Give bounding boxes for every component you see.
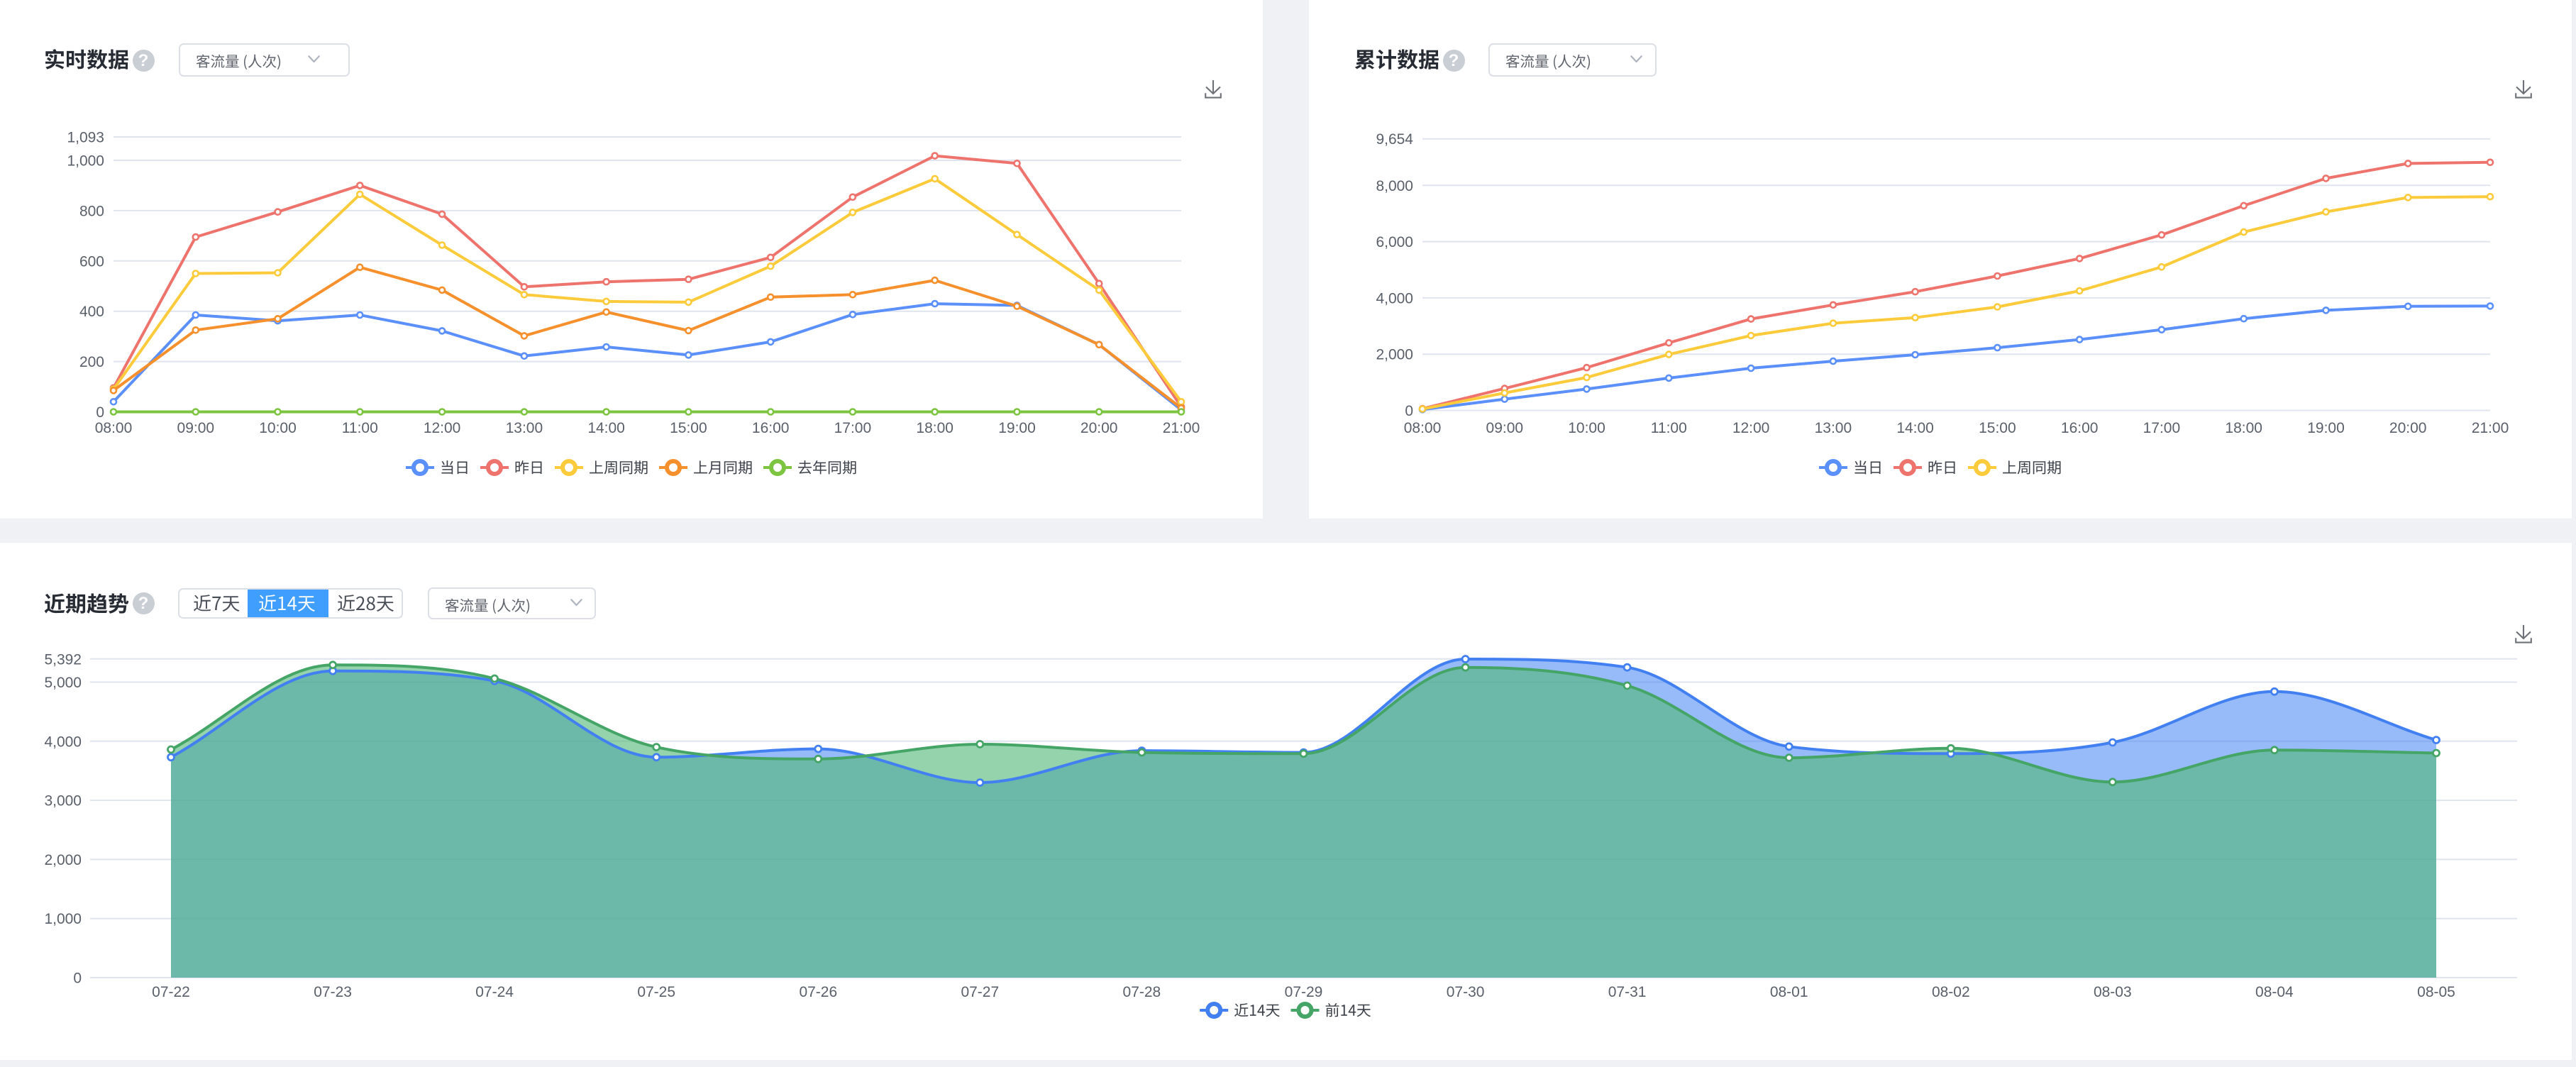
svg-text:600: 600 xyxy=(79,253,104,270)
svg-text:08-05: 08-05 xyxy=(2417,984,2455,1000)
svg-text:1,093: 1,093 xyxy=(67,130,104,146)
svg-text:16:00: 16:00 xyxy=(2061,420,2099,436)
svg-text:07-30: 07-30 xyxy=(1447,984,1485,1000)
svg-text:07-22: 07-22 xyxy=(152,984,190,1000)
svg-text:5,392: 5,392 xyxy=(44,651,82,668)
svg-text:19:00: 19:00 xyxy=(2307,420,2345,436)
svg-text:11:00: 11:00 xyxy=(342,420,378,436)
svg-text:400: 400 xyxy=(79,304,104,320)
svg-text:21:00: 21:00 xyxy=(2472,420,2509,436)
svg-text:2,000: 2,000 xyxy=(1376,347,1413,363)
svg-text:12:00: 12:00 xyxy=(424,420,461,436)
svg-text:18:00: 18:00 xyxy=(916,420,953,436)
svg-text:07-29: 07-29 xyxy=(1285,984,1323,1000)
svg-text:15:00: 15:00 xyxy=(1979,420,2016,436)
svg-text:17:00: 17:00 xyxy=(834,420,872,436)
svg-text:4,000: 4,000 xyxy=(1376,290,1413,306)
svg-text:16:00: 16:00 xyxy=(752,420,790,436)
svg-text:200: 200 xyxy=(79,354,104,370)
svg-text:08-02: 08-02 xyxy=(1932,984,1970,1000)
svg-text:07-26: 07-26 xyxy=(799,984,837,1000)
svg-text:07-31: 07-31 xyxy=(1608,984,1647,1000)
svg-text:21:00: 21:00 xyxy=(1163,420,1200,436)
svg-text:0: 0 xyxy=(73,971,82,987)
svg-text:3,000: 3,000 xyxy=(44,793,82,809)
svg-text:07-28: 07-28 xyxy=(1123,984,1161,1000)
svg-text:09:00: 09:00 xyxy=(177,420,215,436)
svg-text:17:00: 17:00 xyxy=(2143,420,2181,436)
svg-text:1,000: 1,000 xyxy=(67,153,104,170)
svg-text:8,000: 8,000 xyxy=(1376,178,1413,194)
svg-text:08-03: 08-03 xyxy=(2094,984,2132,1000)
svg-text:15:00: 15:00 xyxy=(670,420,707,436)
svg-text:14:00: 14:00 xyxy=(587,420,625,436)
svg-text:10:00: 10:00 xyxy=(259,420,297,436)
svg-text:13:00: 13:00 xyxy=(506,420,543,436)
svg-text:800: 800 xyxy=(79,203,104,219)
svg-text:13:00: 13:00 xyxy=(1815,420,1852,436)
svg-text:08-04: 08-04 xyxy=(2255,984,2294,1000)
svg-text:2,000: 2,000 xyxy=(44,852,82,868)
svg-text:19:00: 19:00 xyxy=(998,420,1036,436)
svg-text:1,000: 1,000 xyxy=(44,911,82,927)
svg-text:6,000: 6,000 xyxy=(1376,234,1413,250)
svg-text:4,000: 4,000 xyxy=(44,734,82,750)
svg-text:20:00: 20:00 xyxy=(1080,420,1118,436)
svg-text:07-24: 07-24 xyxy=(475,984,514,1000)
svg-text:07-25: 07-25 xyxy=(637,984,675,1000)
svg-text:07-27: 07-27 xyxy=(961,984,999,1000)
svg-text:11:00: 11:00 xyxy=(1651,420,1687,436)
svg-text:08:00: 08:00 xyxy=(95,420,133,436)
svg-text:14:00: 14:00 xyxy=(1896,420,1934,436)
svg-text:20:00: 20:00 xyxy=(2389,420,2427,436)
svg-text:09:00: 09:00 xyxy=(1486,420,1524,436)
svg-text:18:00: 18:00 xyxy=(2225,420,2262,436)
svg-text:08-01: 08-01 xyxy=(1770,984,1808,1000)
svg-text:12:00: 12:00 xyxy=(1732,420,1770,436)
svg-text:9,654: 9,654 xyxy=(1376,131,1413,148)
svg-text:10:00: 10:00 xyxy=(1568,420,1605,436)
svg-text:5,000: 5,000 xyxy=(44,675,82,691)
svg-text:0: 0 xyxy=(1405,403,1413,419)
svg-text:07-23: 07-23 xyxy=(314,984,352,1000)
svg-text:08:00: 08:00 xyxy=(1404,420,1442,436)
svg-text:0: 0 xyxy=(96,404,104,421)
